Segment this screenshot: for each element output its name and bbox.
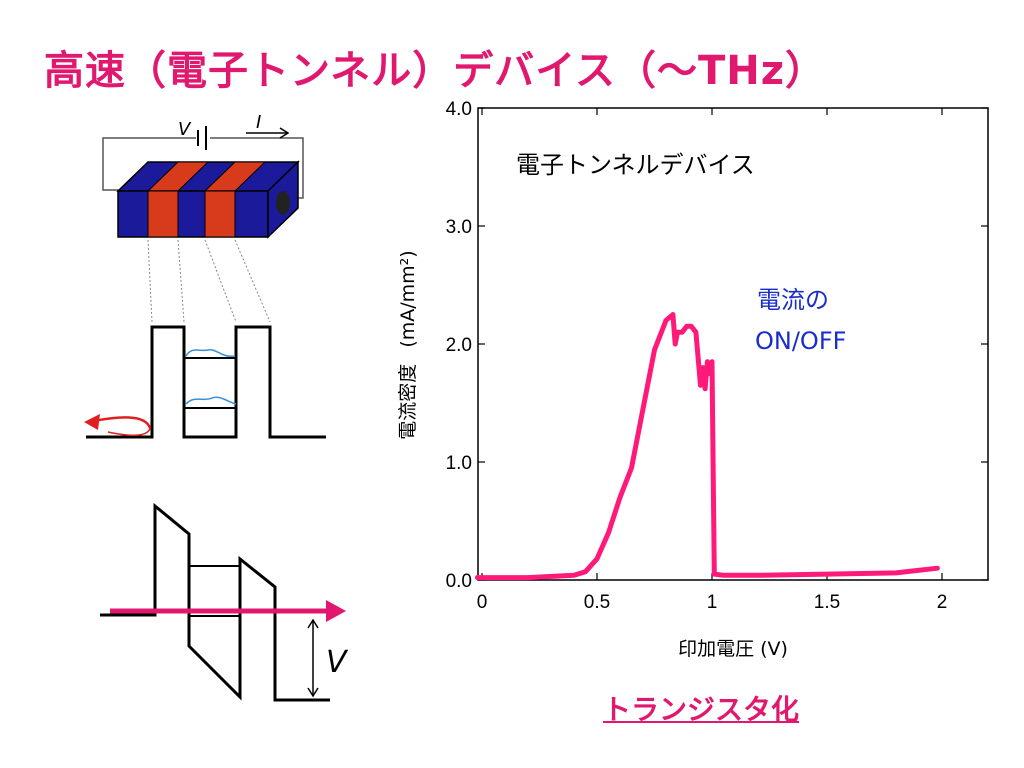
device-front-red [147, 190, 179, 238]
electron-return-arrow-icon [84, 414, 100, 430]
device-front-face [117, 190, 269, 238]
transistor-link[interactable]: トランジスタ化 [603, 693, 800, 726]
current-label: I [256, 112, 261, 133]
wave-icon [185, 396, 237, 405]
page-title: 高速（電子トンネル）デバイス（～THz） [44, 48, 827, 94]
x-axis-label: 印加電圧 (V) [678, 638, 788, 660]
y-tick-label: 3.0 [446, 217, 472, 238]
electron-flow-arrow-icon [326, 600, 346, 622]
voltage-label: V [178, 119, 192, 140]
x-tick-label: 1 [707, 592, 718, 613]
y-tick-label: 4.0 [446, 99, 472, 120]
double-barrier-profile [86, 325, 326, 439]
y-axis-label: 電流密度 (mA/mm²) [397, 250, 419, 439]
bias-label: V [326, 645, 349, 680]
x-tick-label: 2 [937, 592, 948, 613]
y-axis-label-unit: (mA/mm²) [397, 250, 419, 347]
annotation-onoff-line2: ON/OFF [755, 327, 846, 355]
series-line [474, 312, 940, 581]
y-tick-label: 2.0 [446, 335, 472, 356]
x-tick-label: 0.5 [584, 592, 610, 613]
y-axis-label-main: 電流密度 [397, 364, 419, 440]
current-arrow-icon [279, 127, 290, 139]
biased-band-profile [100, 502, 330, 702]
annotation-onoff-line1: 電流の [757, 286, 829, 314]
device-front-red [204, 190, 236, 238]
contact-icon [276, 191, 290, 215]
annotation-device: 電子トンネルデバイス [516, 151, 755, 179]
wave-icon [185, 349, 235, 357]
projection-lines [147, 239, 271, 323]
x-tick-label: 0 [477, 592, 488, 613]
circuit-wire [102, 137, 196, 191]
electron-return-arrow-icon [107, 427, 151, 436]
y-tick-label: 0.0 [446, 571, 472, 592]
x-tick-label: 1.5 [814, 592, 840, 613]
bias-arrow-icon [307, 618, 319, 629]
y-tick-label: 1.0 [446, 453, 472, 474]
bias-arrow-icon [307, 687, 319, 698]
